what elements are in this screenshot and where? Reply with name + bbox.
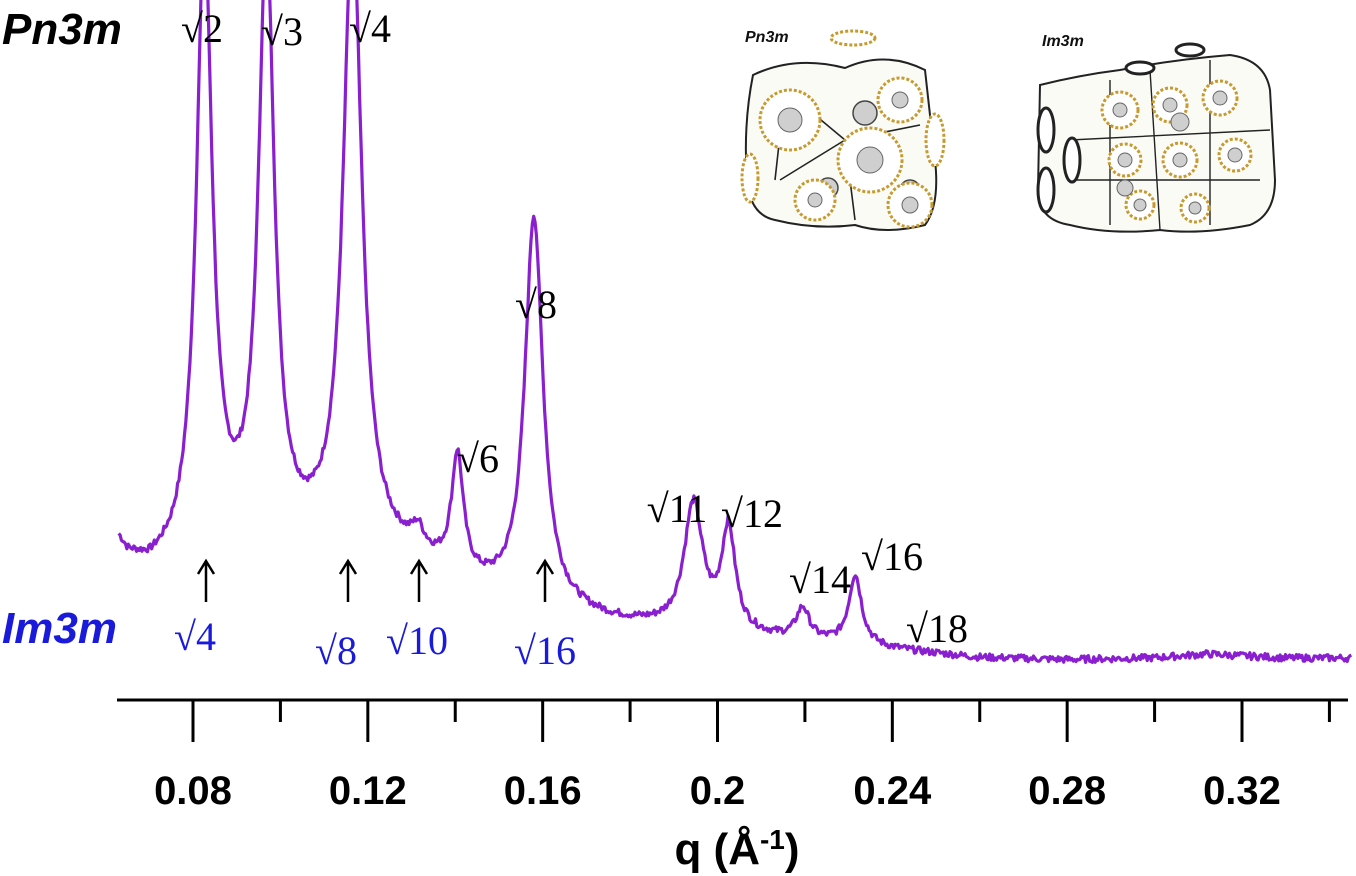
pn3m-index-label: √4 xyxy=(349,6,391,51)
im3m-index-arrow xyxy=(338,558,358,602)
im3m-title: Im3m xyxy=(2,604,117,653)
x-tick-label: 0.16 xyxy=(504,769,582,813)
pn3m-inset-title: Pn3m xyxy=(745,29,789,46)
im3m-index-label: √10 xyxy=(386,618,448,663)
x-axis-ticks: 0.08 0.12 0.16 0.2 0.24 0.28 0.32 xyxy=(154,700,1331,813)
im3m-index-label: √16 xyxy=(514,628,576,673)
pn3m-index-label: √11 xyxy=(647,486,707,531)
x-tick-label: 0.12 xyxy=(329,769,407,813)
pn3m-cubic-phase-illustration: Pn3m xyxy=(740,29,946,231)
im3m-cubic-phase-illustration: Im3m xyxy=(1036,33,1277,233)
pn3m-index-label: √14 xyxy=(789,557,851,602)
im3m-index-labels: √4 √8 √10 √16 xyxy=(174,558,576,673)
im3m-index-arrow xyxy=(409,558,429,602)
pn3m-index-label: √2 xyxy=(181,6,223,51)
x-tick-label: 0.28 xyxy=(1028,769,1106,813)
pn3m-index-label: √16 xyxy=(861,534,923,579)
im3m-index-label: √4 xyxy=(174,614,216,659)
pn3m-index-label: √3 xyxy=(261,9,303,54)
saxs-curve xyxy=(117,0,1353,664)
pn3m-title: Pn3m xyxy=(2,5,122,54)
im3m-index-arrow xyxy=(535,558,555,602)
x-tick-label: 0.2 xyxy=(690,769,746,813)
im3m-index-label: √8 xyxy=(315,628,357,673)
x-tick-label: 0.08 xyxy=(154,769,232,813)
im3m-index-arrow xyxy=(196,558,216,602)
pn3m-index-label: √18 xyxy=(906,606,968,651)
x-tick-label: 0.32 xyxy=(1203,769,1281,813)
im3m-inset-title: Im3m xyxy=(1042,33,1084,50)
x-axis-title: q (Å-1) xyxy=(674,824,799,875)
pn3m-index-label: √6 xyxy=(457,436,499,481)
pn3m-index-label: √12 xyxy=(721,491,783,536)
pn3m-index-label: √8 xyxy=(515,282,557,327)
x-tick-label: 0.24 xyxy=(853,769,932,813)
pn3m-index-labels: √2 √3 √4 √6 √8 √11 √12√14√16 √18 xyxy=(181,6,968,651)
